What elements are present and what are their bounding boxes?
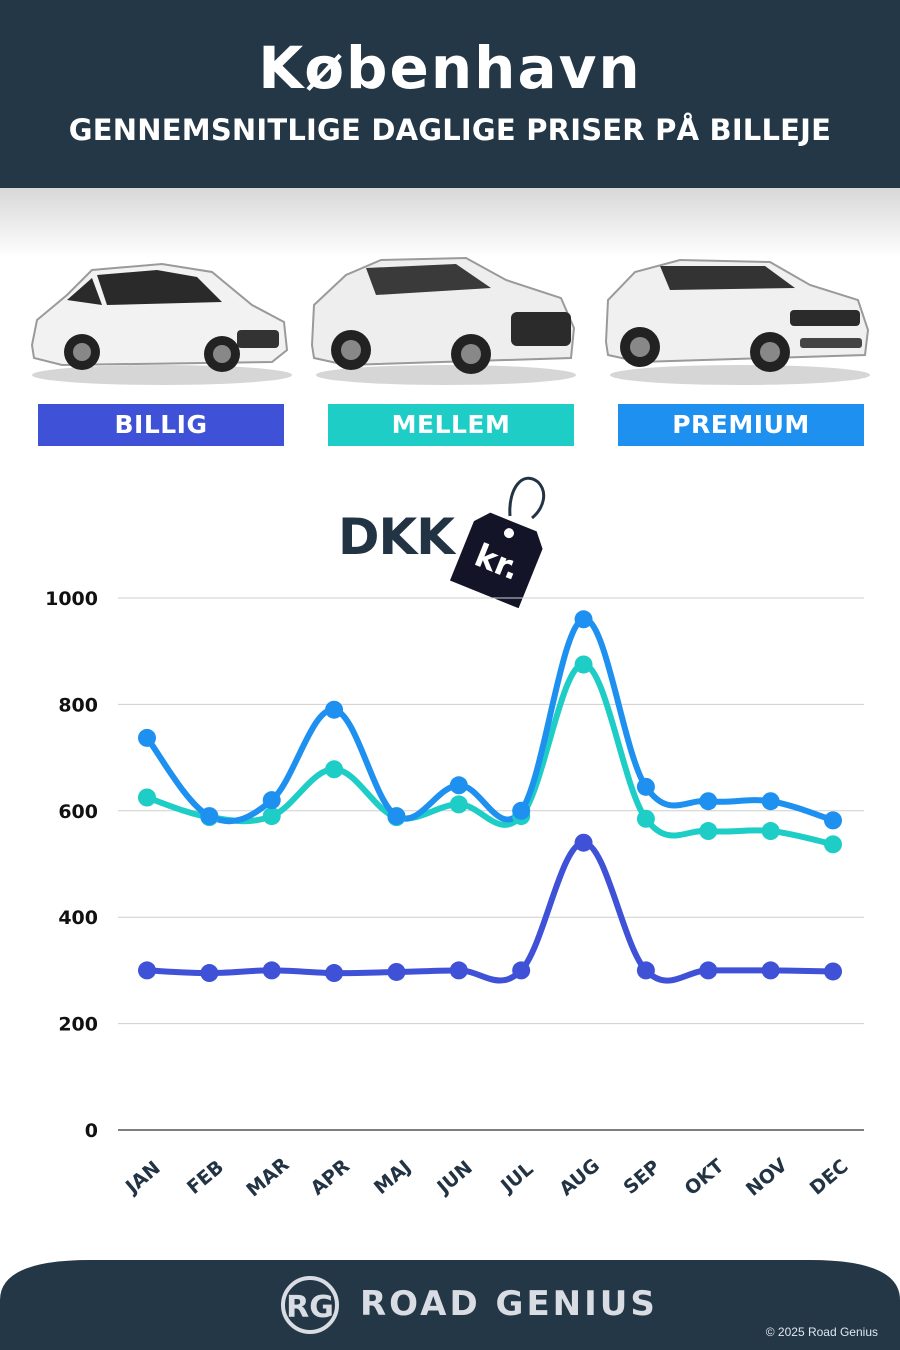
data-point-billig [387,962,406,981]
series-line-premium [144,616,836,825]
data-point-premium [200,807,219,826]
road-genius-logo: RG [281,1276,339,1334]
y-tick-label: 0 [85,1120,98,1142]
data-point-premium [824,811,842,830]
x-tick-label: MAJ [370,1156,415,1199]
data-point-billig [574,833,593,852]
page-subtitle: GENNEMSNITLIGE DAGLIGE PRISER PÅ BILLEJE [68,113,832,147]
x-tick-label: MAR [242,1153,293,1201]
page-title: København [258,34,642,102]
currency-label: DKK [338,508,455,566]
data-point-billig [824,962,842,981]
data-point-mellem [325,760,344,779]
data-point-mellem [449,795,468,814]
data-point-billig [699,961,718,980]
x-tick-label: SEP [619,1156,664,1199]
data-point-mellem [761,822,780,841]
data-point-mellem [574,655,593,674]
category-label-mellem: MELLEM [328,404,574,446]
header-banner: København GENNEMSNITLIGE DAGLIGE PRISER … [0,0,900,188]
data-point-billig [761,961,780,980]
luxury-suv-car-image [604,258,870,385]
data-point-mellem [699,822,718,841]
x-tick-label: DEC [806,1155,853,1199]
price-line-chart: 0 200 400 600 800 1000 JAN FEB MAR APR MAJ JUN JUL A… [45,588,864,1201]
x-tick-label: AUG [555,1154,604,1200]
data-point-premium [699,792,718,811]
brand-name: ROAD GENIUS [360,1284,658,1324]
data-point-billig [200,964,219,983]
svg-text:RG: RG [286,1290,334,1325]
suv-car-image [310,256,576,385]
data-point-mellem [262,807,281,826]
hatchback-car-image [30,262,292,385]
data-point-mellem [824,835,842,854]
data-point-billig [449,961,468,980]
data-point-premium [449,776,468,795]
copyright-text: © 2025 Road Genius [765,1325,878,1339]
x-tick-label: OKT [681,1155,729,1200]
data-point-billig [262,961,281,980]
x-tick-label: JUN [432,1157,477,1200]
y-tick-label: 1000 [45,588,98,610]
x-tick-label: JAN [120,1157,165,1199]
data-point-billig [636,961,655,980]
data-point-mellem [636,809,655,828]
data-point-billig [325,964,344,983]
category-label-billig: BILLIG [38,404,284,446]
x-tick-label: NOV [742,1154,792,1201]
x-tick-label: APR [307,1155,355,1200]
header-shadow [0,188,900,258]
data-point-billig [512,961,531,980]
data-point-premium [325,700,344,719]
data-point-billig [138,961,156,980]
data-point-premium [574,610,593,629]
data-point-premium [761,792,780,811]
y-tick-label: 400 [58,907,98,929]
x-tick-label: JUL [495,1158,537,1198]
footer-banner [0,1260,900,1350]
price-tag-icon: kr. [449,476,546,608]
y-tick-label: 800 [58,694,98,716]
y-tick-label: 200 [58,1014,98,1036]
data-point-premium [262,791,281,810]
data-point-premium [512,801,531,820]
series-line-billig [144,839,836,984]
y-tick-label: 600 [58,801,98,823]
category-label-premium: PREMIUM [618,404,864,446]
data-point-premium [636,777,655,796]
data-point-premium [387,807,406,826]
data-point-premium [138,728,156,747]
x-tick-label: FEB [183,1156,228,1199]
data-point-mellem [138,788,156,807]
